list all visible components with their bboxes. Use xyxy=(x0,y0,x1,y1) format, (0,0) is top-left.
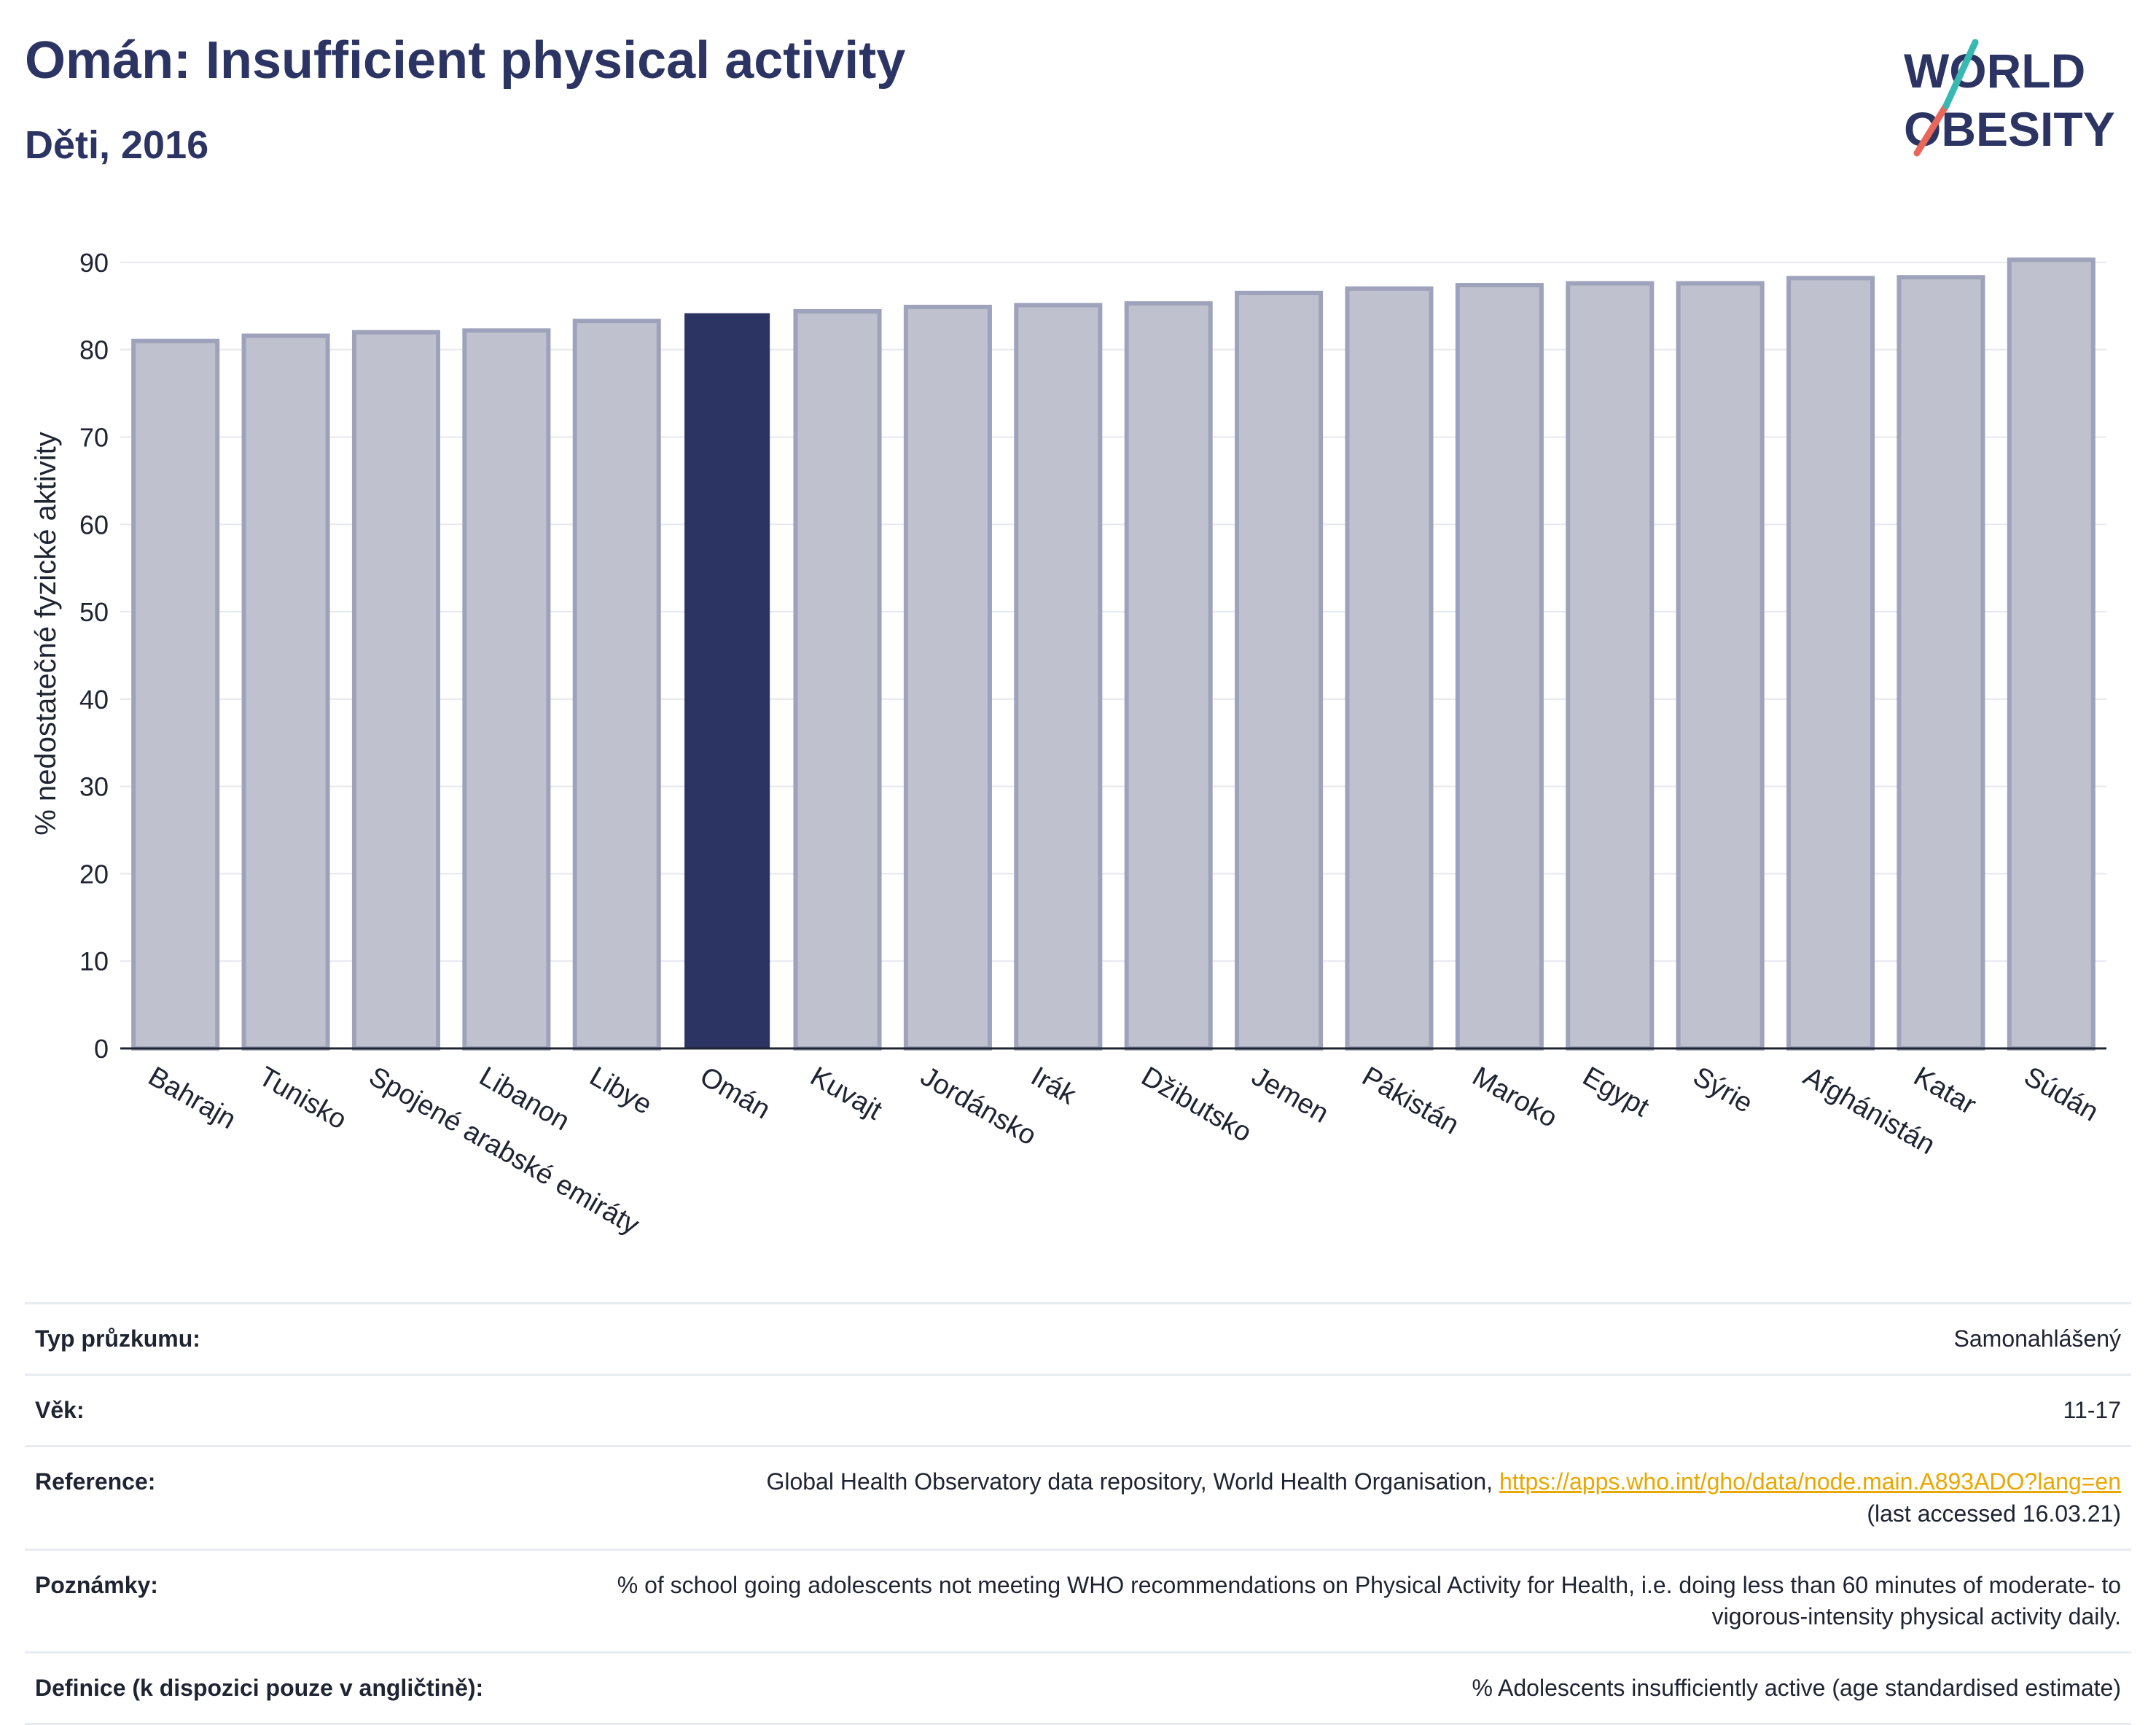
info-key: Reference: xyxy=(25,1445,570,1550)
x-category-label: Jemen xyxy=(1246,1061,1334,1129)
reference-text: Global Health Observatory data repositor… xyxy=(766,1468,1499,1495)
bar xyxy=(1786,276,1875,1051)
bar xyxy=(1897,275,1985,1051)
x-category-label: Egypt xyxy=(1577,1061,1655,1123)
bar xyxy=(241,333,330,1051)
x-category-label: Bahrajn xyxy=(143,1061,241,1135)
x-category-label: Pákistán xyxy=(1356,1061,1464,1140)
y-tick-label: 90 xyxy=(79,248,109,278)
logo-slash-teal xyxy=(1942,39,1979,109)
info-value: 11-17 xyxy=(570,1374,2131,1446)
bar xyxy=(462,328,551,1051)
x-category-label: Sýrie xyxy=(1688,1061,1758,1119)
y-tick-label: 40 xyxy=(79,685,109,714)
bar xyxy=(1014,303,1103,1051)
reference-link[interactable]: https://apps.who.int/gho/data/node.main.… xyxy=(1499,1468,2121,1495)
x-category-label: Kuvajt xyxy=(805,1061,888,1126)
y-tick-label: 60 xyxy=(79,510,109,540)
x-category-label: Omán xyxy=(695,1061,776,1125)
info-table: Typ průzkumu: Samonahlášený Věk: 11-17 R… xyxy=(25,1301,2131,1725)
y-tick-label: 10 xyxy=(79,946,109,976)
chart-title: Omán: Insufficient physical activity xyxy=(25,31,906,90)
y-axis-label: % nedostatečné fyzické aktivity xyxy=(30,432,62,836)
bar xyxy=(131,338,220,1051)
x-category-label: Tunisko xyxy=(254,1061,352,1135)
bar xyxy=(1566,281,1655,1051)
info-key: Věk: xyxy=(25,1374,570,1446)
x-category-label: Libye xyxy=(585,1061,657,1121)
logo-slash-red xyxy=(1913,102,1950,157)
bar xyxy=(1345,286,1434,1051)
info-value: % Adolescents insufficiently active (age… xyxy=(570,1651,2131,1725)
y-tick-label: 70 xyxy=(79,422,109,452)
reference-accessed: (last accessed 16.03.21) xyxy=(1867,1500,2121,1527)
world-obesity-logo: WORLD OBESITY xyxy=(1904,39,2115,157)
x-category-label: Katar xyxy=(1908,1061,1981,1121)
y-tick-label: 30 xyxy=(79,772,109,802)
bar xyxy=(903,304,992,1051)
info-row-age: Věk: 11-17 xyxy=(25,1374,2131,1446)
info-row-definition: Definice (k dispozici pouze v angličtině… xyxy=(25,1651,2131,1725)
x-category-label: Džibutsko xyxy=(1136,1061,1257,1148)
bar xyxy=(2007,257,2096,1051)
info-key: Typ průzkumu: xyxy=(25,1301,570,1375)
y-tick-label: 20 xyxy=(79,859,109,889)
logo-line1: WORLD xyxy=(1904,44,2085,98)
info-key: Poznámky: xyxy=(25,1548,570,1653)
x-category-label: Jordánsko xyxy=(915,1061,1042,1151)
y-tick-label: 80 xyxy=(79,335,109,365)
bar xyxy=(1124,301,1213,1051)
info-row-reference: Reference: Global Health Observatory dat… xyxy=(25,1445,2131,1550)
y-tick-label: 0 xyxy=(94,1034,109,1064)
info-value: % of school going adolescents not meetin… xyxy=(570,1548,2131,1653)
bar xyxy=(1676,281,1765,1051)
x-category-label: Maroko xyxy=(1467,1061,1563,1134)
bar xyxy=(1235,290,1324,1051)
bar xyxy=(1455,283,1544,1051)
bar xyxy=(793,308,882,1051)
info-value-reference: Global Health Observatory data repositor… xyxy=(570,1445,2131,1550)
info-value: Samonahlášený xyxy=(570,1301,2131,1375)
bar xyxy=(351,330,441,1051)
bar xyxy=(572,319,661,1051)
bar xyxy=(684,313,770,1049)
chart-subtitle: Děti, 2016 xyxy=(25,123,209,167)
info-key: Definice (k dispozici pouze v angličtině… xyxy=(25,1651,570,1725)
x-category-label: Irák xyxy=(1026,1061,1082,1111)
x-category-label: Súdán xyxy=(2019,1061,2104,1127)
info-row-survey-type: Typ průzkumu: Samonahlášený xyxy=(25,1301,2131,1375)
info-row-notes: Poznámky: % of school going adolescents … xyxy=(25,1548,2131,1653)
y-tick-label: 50 xyxy=(79,597,109,627)
